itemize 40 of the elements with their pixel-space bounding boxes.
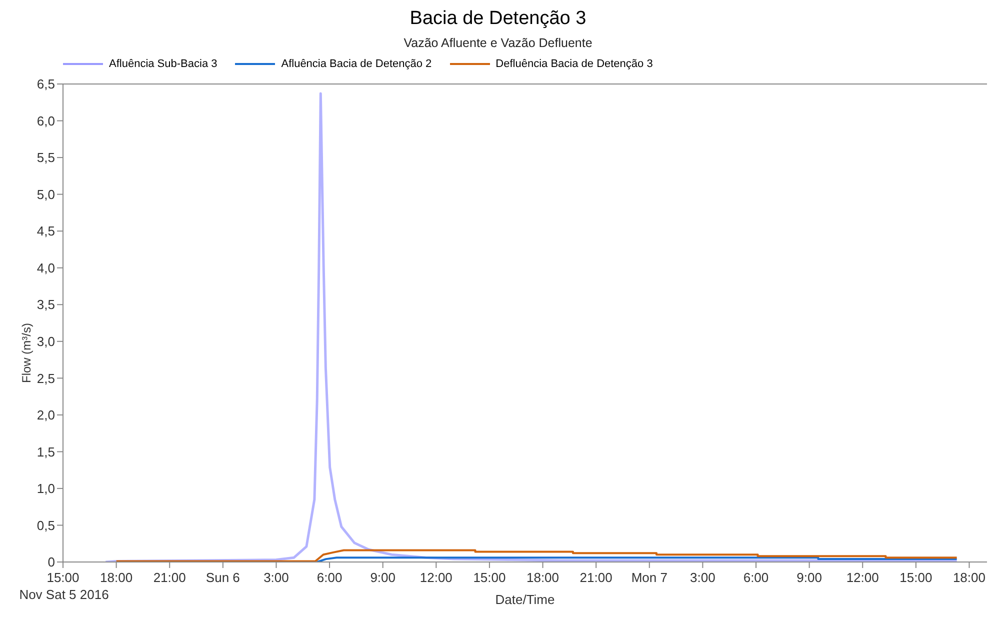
y-tick-label: 6,0: [36, 113, 55, 128]
legend-label: Afluência Bacia de Detenção 2: [281, 58, 432, 70]
x-tick-label: 9:00: [796, 570, 822, 585]
y-tick-label: 3,5: [36, 297, 55, 312]
x-tick-label: Mon 7: [631, 570, 668, 585]
chart-subtitle: Vazão Afluente e Vazão Defluente: [402, 36, 594, 50]
y-tick-label: 2,5: [36, 370, 55, 386]
y-tick-label: 1,5: [36, 444, 55, 460]
x-tick-label: 6:00: [743, 570, 769, 585]
x-tick-label: 15:00: [900, 570, 932, 585]
y-tick-label: 4,0: [36, 260, 55, 276]
y-tick-label: 2,0: [36, 408, 55, 423]
x-tick-label: Sun 6: [206, 570, 240, 585]
x-tick-label: 9:00: [370, 570, 396, 585]
y-tick-label: 0: [48, 554, 55, 570]
line-series: [104, 92, 958, 562]
x-axis-title: Date/Time: [495, 592, 555, 607]
y-tick-label: 3,0: [36, 334, 55, 349]
x-tick-label: 18:00: [100, 570, 133, 585]
x-tick-label: 3:00: [690, 570, 716, 585]
x-tick-label: 21:00: [580, 570, 612, 585]
chart-title: Bacia de Detenção 3: [408, 8, 588, 30]
y-tick-label: 4,5: [36, 224, 55, 239]
y-tick-label: 6,5: [36, 76, 55, 92]
y-tick-label: 0,5: [36, 518, 55, 533]
y-axis-title: Flow (m³/s): [19, 323, 34, 383]
legend-label: Defluência Bacia de Detenção 3: [496, 58, 653, 70]
x-tick-label: 6:00: [316, 570, 342, 585]
y-tick-label: 1,0: [36, 481, 55, 496]
y-tick-label: 5,0: [36, 186, 55, 202]
x-tick-label: 12:00: [420, 570, 452, 585]
x-tick-label: 21:00: [153, 570, 186, 585]
line-series: [115, 549, 958, 562]
x-tick-label: 3:00: [264, 570, 289, 585]
legend-label: Afluência Sub-Bacia 3: [109, 58, 218, 70]
x-tick-label: 18:00: [952, 570, 986, 585]
x-tick-label: 15:00: [473, 570, 506, 585]
y-tick-label: 5,5: [36, 150, 55, 166]
x-tick-label: 18:00: [526, 570, 560, 585]
x-tick-label: 12:00: [846, 570, 879, 585]
